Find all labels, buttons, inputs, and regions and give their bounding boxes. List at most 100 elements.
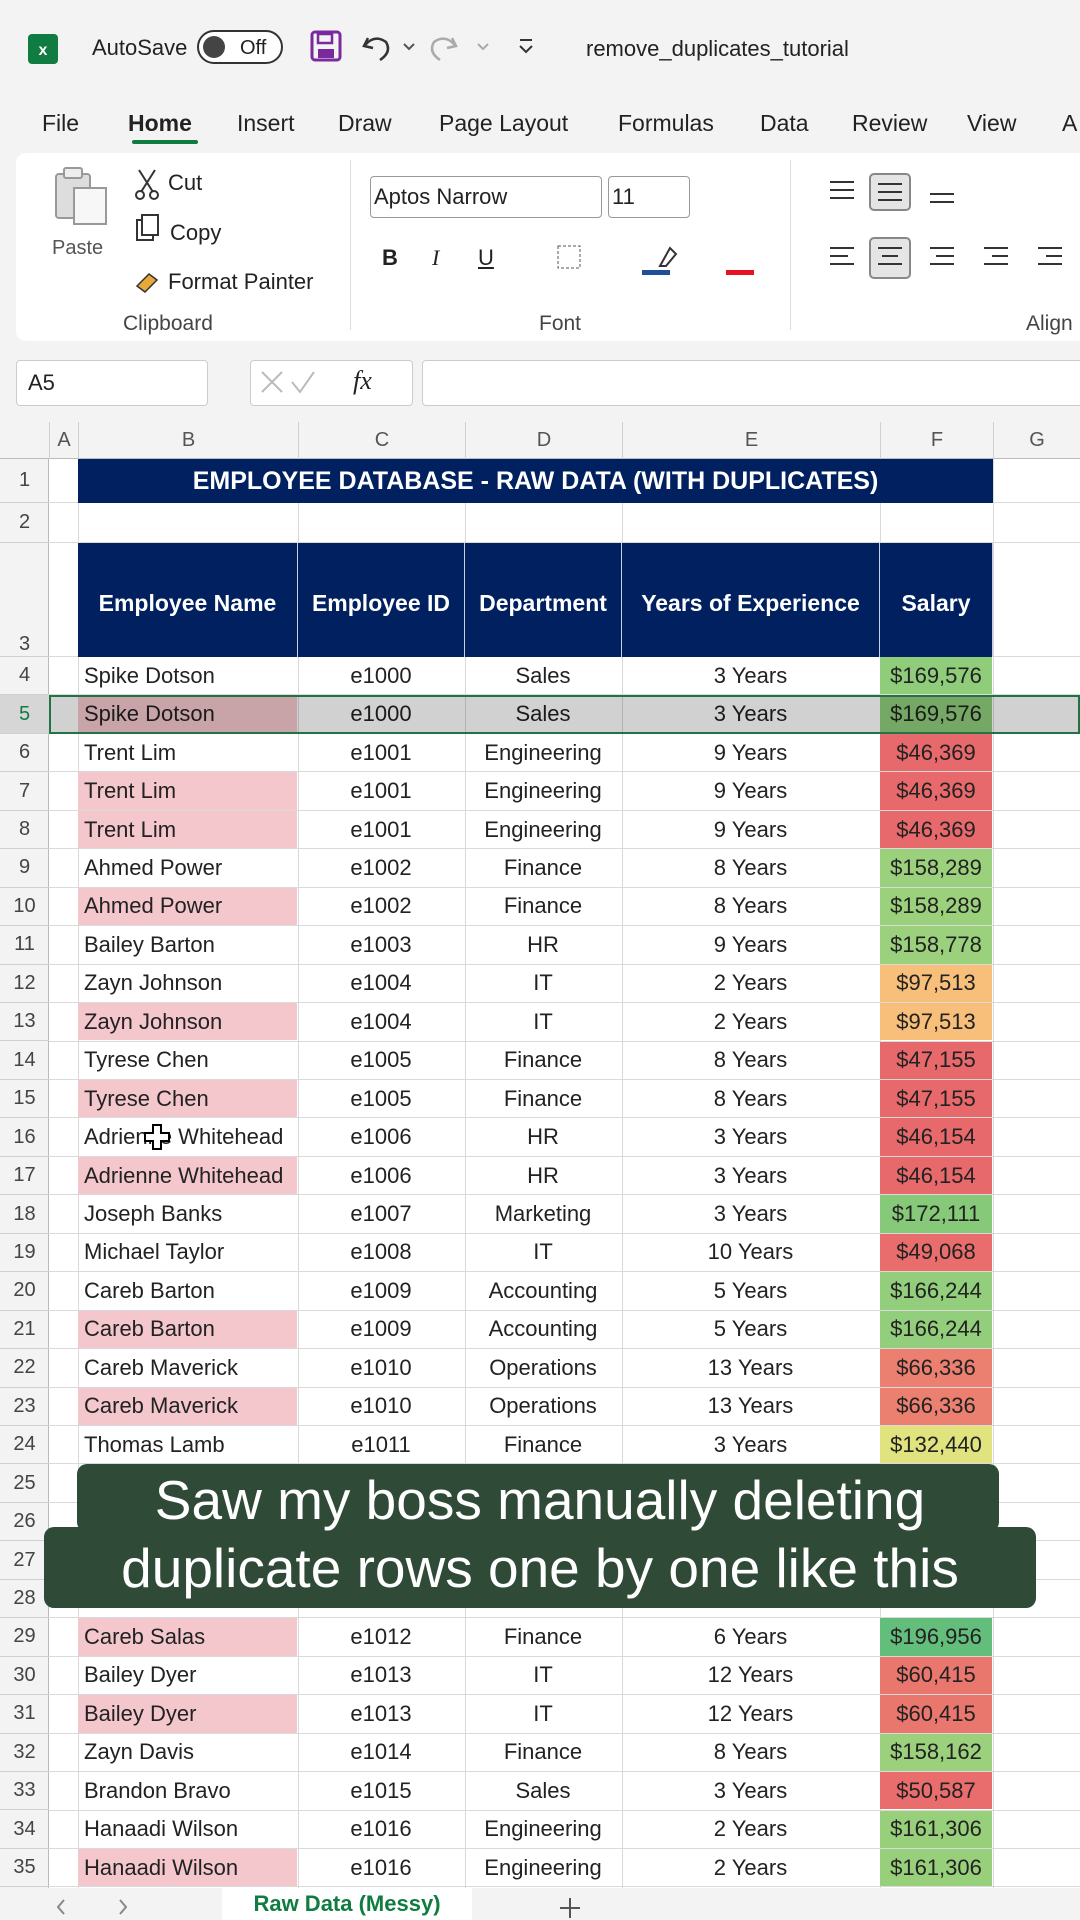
cell-reference[interactable]: A5 xyxy=(28,370,55,395)
grid-line xyxy=(49,1194,1080,1196)
cell: Careb Maverick xyxy=(78,1387,297,1425)
ribbon-tab[interactable]: Review xyxy=(852,110,928,136)
cell: Hanaadi Wilson xyxy=(84,1816,239,1842)
row-header: 5 xyxy=(0,695,49,734)
cell: $46,154 xyxy=(880,1156,992,1195)
ribbon-tab[interactable]: Formulas xyxy=(618,110,714,136)
ribbon-tab[interactable]: A xyxy=(1062,110,1078,136)
format-painter-label[interactable]: Format Painter xyxy=(168,269,314,294)
row-header: 13 xyxy=(0,1003,49,1042)
cell: $47,155 xyxy=(880,1079,992,1118)
save-icon[interactable] xyxy=(310,30,342,62)
sheet-tab[interactable]: Raw Data (Messy) xyxy=(222,1888,472,1920)
font-name-box[interactable] xyxy=(370,176,602,218)
grid-line xyxy=(49,694,1080,696)
bold-button[interactable]: B xyxy=(382,245,398,270)
cell: Sales xyxy=(515,701,571,727)
grid-line xyxy=(49,1771,1080,1773)
ribbon-tab[interactable]: Insert xyxy=(237,110,295,136)
caption-line: Saw my boss manually deleting xyxy=(154,1469,926,1531)
add-sheet[interactable] xyxy=(558,1896,582,1920)
cell: Engineering xyxy=(484,816,602,842)
cell: $169,576 xyxy=(880,657,992,695)
row-header: 1 xyxy=(0,459,49,503)
column-title: Salary xyxy=(880,543,993,657)
cell: $161,306 xyxy=(880,1810,992,1848)
font-size[interactable]: 11 xyxy=(612,184,635,209)
cell: $50,587 xyxy=(880,1772,992,1810)
undo-redo[interactable] xyxy=(360,28,540,64)
ribbon-tab[interactable]: File xyxy=(42,110,80,136)
column-title: Department xyxy=(465,543,622,657)
cell: e1010 xyxy=(350,1393,412,1419)
cell: 8 Years xyxy=(713,893,788,919)
autosave-label: AutoSave xyxy=(92,35,188,60)
grid-line xyxy=(49,1694,1080,1696)
cell: $46,369 xyxy=(880,733,992,772)
ribbon-tab[interactable]: Home xyxy=(128,110,192,136)
cell: 3 Years xyxy=(713,1162,788,1188)
plus-icon xyxy=(560,1898,580,1918)
grid-line xyxy=(49,1040,1080,1042)
cell: $158,162 xyxy=(880,1733,992,1772)
row-header: 12 xyxy=(0,965,49,1004)
cell: Adrienne Whitehead xyxy=(78,1156,297,1195)
cell: e1012 xyxy=(350,1623,412,1649)
clipboard-icons xyxy=(135,169,159,293)
cell: 2 Years xyxy=(713,970,788,996)
italic-button[interactable]: I xyxy=(432,245,440,270)
cell: Tyrese Chen xyxy=(84,1047,209,1073)
name-box[interactable] xyxy=(16,360,208,406)
cell: Bailey Dyer xyxy=(84,1662,197,1688)
cell: 8 Years xyxy=(713,1085,788,1111)
copy-label[interactable]: Copy xyxy=(170,220,222,245)
ribbon-tab[interactable]: Data xyxy=(760,110,809,136)
cell: Hanaadi Wilson xyxy=(78,1848,297,1887)
cell: $158,289 xyxy=(880,849,992,887)
grid-line xyxy=(49,1078,1080,1080)
grid-line xyxy=(49,809,1080,811)
cell: Careb Barton xyxy=(84,1277,215,1303)
underline-button[interactable]: U xyxy=(478,245,494,270)
cell: e1004 xyxy=(350,970,412,996)
cell: Finance xyxy=(503,854,583,880)
row-header: 9 xyxy=(0,849,49,888)
cell: 13 Years xyxy=(707,1354,794,1380)
font-size-box[interactable] xyxy=(608,176,690,218)
cell: Finance xyxy=(503,1431,583,1457)
cell: Trent Lim xyxy=(84,739,177,765)
row-header: 26 xyxy=(0,1503,49,1542)
cell: $46,154 xyxy=(880,1118,992,1156)
cell: e1016 xyxy=(350,1854,412,1880)
font-name[interactable]: Aptos Narrow xyxy=(374,184,508,209)
cell: 3 Years xyxy=(713,1431,788,1457)
row-header: 23 xyxy=(0,1388,49,1426)
ribbon-tab[interactable]: Draw xyxy=(338,110,392,136)
cell: IT xyxy=(533,1239,553,1265)
cell: $97,513 xyxy=(880,964,992,1003)
cell: e1014 xyxy=(350,1739,412,1765)
formula-input[interactable] xyxy=(422,360,1080,406)
cell: 12 Years xyxy=(707,1662,794,1688)
cursor-icon xyxy=(144,1124,170,1150)
cell: Finance xyxy=(503,1047,583,1073)
group-label: Clipboard xyxy=(123,312,213,335)
svg-text:x: x xyxy=(39,42,48,59)
cell: Ahmed Power xyxy=(84,854,223,880)
separator xyxy=(350,160,351,330)
cell: Trent Lim xyxy=(78,772,297,810)
cell: e1010 xyxy=(350,1354,412,1380)
cell: $166,244 xyxy=(880,1310,992,1349)
cell: IT xyxy=(533,970,553,996)
cut-label[interactable]: Cut xyxy=(168,170,203,195)
sheet-nav[interactable] xyxy=(50,1894,140,1920)
ribbon-tab[interactable]: Page Layout xyxy=(439,110,569,136)
ribbon-tab[interactable]: View xyxy=(967,110,1017,136)
cell: $66,336 xyxy=(880,1387,992,1425)
grid-line xyxy=(49,1348,1080,1350)
paste-label[interactable]: Paste xyxy=(52,237,104,259)
cell: $97,513 xyxy=(880,1003,992,1041)
formula-icons xyxy=(261,371,315,394)
cell: Engineering xyxy=(484,1854,602,1880)
paste-icon[interactable] xyxy=(52,166,112,228)
